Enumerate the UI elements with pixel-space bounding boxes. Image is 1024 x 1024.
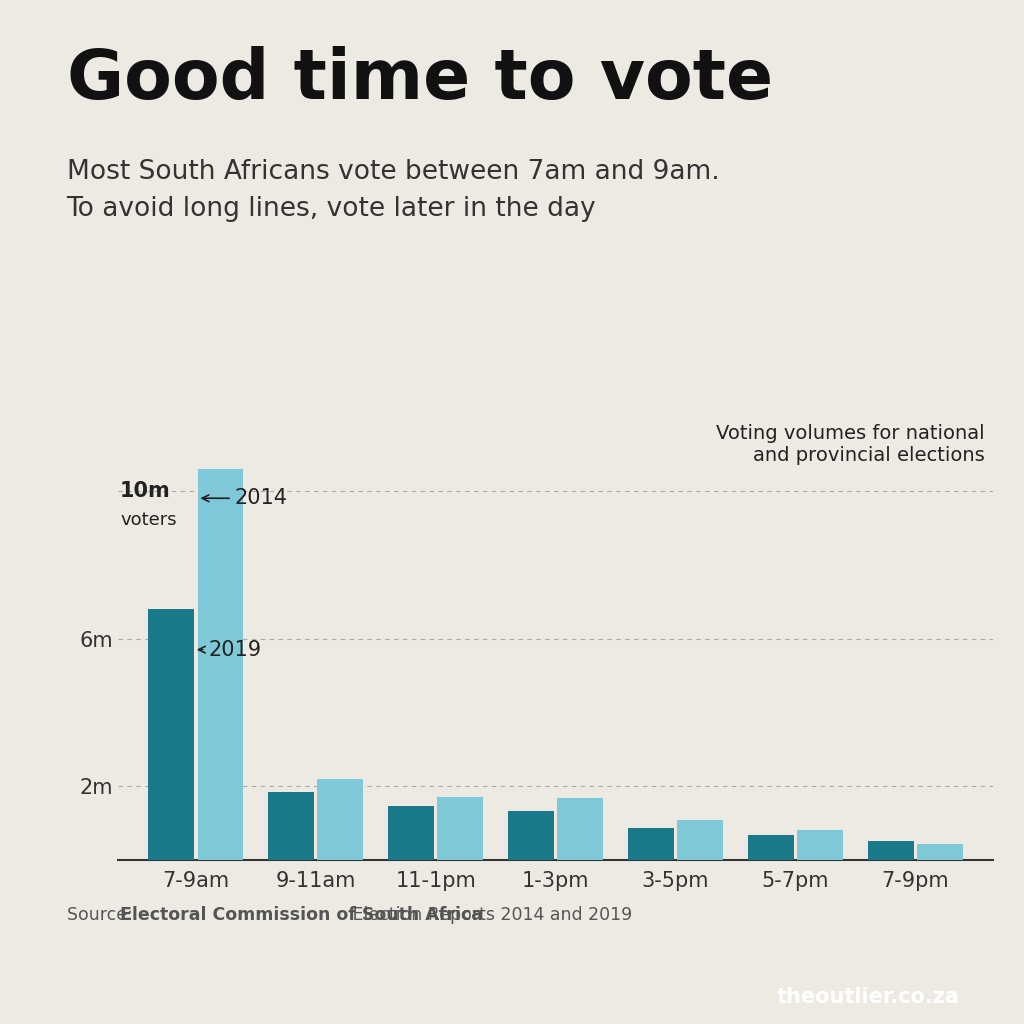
- Text: Voting volumes for national
and provincial elections: Voting volumes for national and provinci…: [716, 424, 985, 465]
- Bar: [508, 811, 554, 860]
- Text: 10m: 10m: [120, 481, 171, 501]
- Text: 2019: 2019: [199, 640, 261, 659]
- Bar: [628, 827, 674, 860]
- Bar: [148, 609, 194, 860]
- Bar: [317, 779, 364, 860]
- Text: Electoral Commission of South Africa: Electoral Commission of South Africa: [120, 906, 482, 925]
- Bar: [748, 835, 794, 860]
- Bar: [918, 844, 963, 860]
- Text: Election Reports 2014 and 2019: Election Reports 2014 and 2019: [347, 906, 633, 925]
- Text: Good time to vote: Good time to vote: [67, 46, 773, 113]
- Text: voters: voters: [120, 511, 177, 529]
- Bar: [557, 798, 603, 860]
- Bar: [198, 469, 243, 860]
- Text: theoutlier.co.za: theoutlier.co.za: [776, 987, 959, 1008]
- Text: Source:: Source:: [67, 906, 138, 925]
- Bar: [388, 806, 434, 860]
- Text: Most South Africans vote between 7am and 9am.
To avoid long lines, vote later in: Most South Africans vote between 7am and…: [67, 159, 719, 222]
- Bar: [798, 829, 843, 860]
- Bar: [437, 797, 483, 860]
- Bar: [868, 841, 913, 860]
- Text: 2014: 2014: [202, 488, 288, 508]
- Bar: [268, 792, 313, 860]
- Bar: [677, 820, 723, 860]
